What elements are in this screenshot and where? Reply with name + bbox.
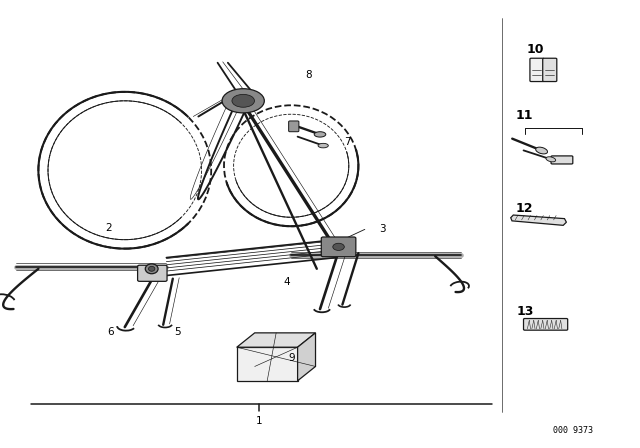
FancyBboxPatch shape [530,58,544,82]
Ellipse shape [232,95,255,107]
Text: 10: 10 [526,43,544,56]
Text: 11: 11 [516,109,534,122]
Text: 7: 7 [344,138,351,147]
FancyBboxPatch shape [289,121,299,132]
Text: 3: 3 [380,224,386,234]
Text: 8: 8 [305,70,312,80]
Ellipse shape [148,266,155,271]
FancyBboxPatch shape [543,58,557,82]
FancyBboxPatch shape [321,237,356,257]
Text: 12: 12 [516,202,534,215]
Polygon shape [511,215,566,225]
Polygon shape [298,333,316,381]
Text: 2: 2 [106,224,112,233]
Ellipse shape [333,243,344,250]
Ellipse shape [222,89,264,113]
Ellipse shape [145,264,158,274]
FancyBboxPatch shape [138,265,167,281]
Ellipse shape [536,147,547,154]
Text: 5: 5 [175,327,181,336]
Text: 13: 13 [516,305,534,319]
Ellipse shape [318,143,328,148]
FancyBboxPatch shape [551,156,573,164]
Text: 1: 1 [256,416,262,426]
Ellipse shape [546,157,556,162]
Polygon shape [237,333,316,347]
Ellipse shape [314,132,326,137]
Text: 000 9373: 000 9373 [553,426,593,435]
Polygon shape [237,347,298,381]
Text: 6: 6 [107,327,113,337]
FancyBboxPatch shape [524,319,568,330]
Text: 4: 4 [284,277,290,287]
Text: 9: 9 [288,353,294,363]
